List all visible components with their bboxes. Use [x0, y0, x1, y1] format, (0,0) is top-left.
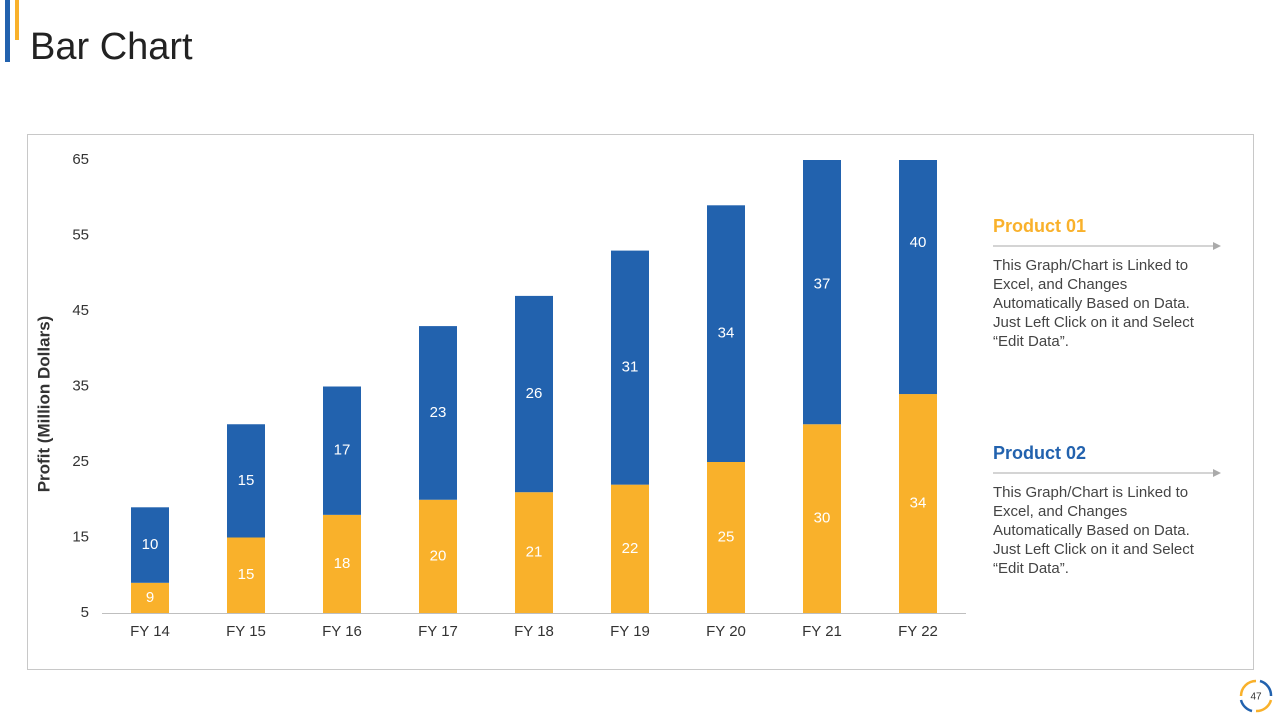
x-tick-label: FY 16 [322, 623, 362, 640]
data-label: 34 [910, 494, 927, 511]
description-line: This Graph/Chart is Linked to [993, 484, 1188, 501]
bar-segment [131, 507, 169, 583]
description-line: Excel, and Changes [993, 276, 1127, 293]
bar-segment [899, 394, 937, 613]
bars [131, 160, 937, 613]
bar-segment [227, 424, 265, 538]
description-line: Excel, and Changes [993, 503, 1127, 520]
y-tick-label: 65 [72, 151, 89, 168]
bar-segment [611, 484, 649, 613]
bar-segment [131, 582, 169, 613]
data-label: 34 [718, 325, 735, 342]
bar-segment [419, 499, 457, 613]
description-line: Automatically Based on Data. [993, 295, 1190, 312]
legend-title: Product 02 [993, 443, 1086, 463]
slide-title: Bar Chart [30, 26, 193, 68]
data-label: 37 [814, 276, 831, 293]
x-tick-label: FY 14 [130, 623, 170, 640]
description-line: “Edit Data”. [993, 333, 1069, 350]
data-label: 22 [622, 540, 639, 557]
data-label: 17 [334, 442, 351, 459]
x-tick-label: FY 21 [802, 623, 842, 640]
y-tick-label: 5 [81, 604, 89, 621]
accent-bar [5, 0, 10, 62]
description-line: Automatically Based on Data. [993, 522, 1190, 539]
data-label: 30 [814, 510, 831, 527]
y-tick-label: 35 [72, 377, 89, 394]
x-tick-label: FY 18 [514, 623, 554, 640]
y-tick-label: 15 [72, 528, 89, 545]
arrow-head [1213, 242, 1221, 250]
bar-segment [899, 160, 937, 395]
data-label: 10 [142, 536, 159, 553]
accent-bar [15, 0, 19, 40]
x-tick-label: FY 20 [706, 623, 746, 640]
x-tick-label: FY 17 [418, 623, 458, 640]
data-label: 15 [238, 566, 255, 583]
data-label: 26 [526, 385, 543, 402]
data-label: 9 [146, 589, 154, 606]
y-tick-label: 45 [72, 302, 89, 319]
description-line: This Graph/Chart is Linked to [993, 257, 1188, 274]
description-line: Just Left Click on it and Select [993, 314, 1195, 331]
y-axis-label: Profit (Million Dollars) [34, 316, 53, 493]
bar-segment [803, 424, 841, 613]
bar-segment [707, 462, 745, 613]
bar-segment [227, 537, 265, 613]
data-label: 40 [910, 234, 927, 251]
bar-segment [611, 250, 649, 485]
data-label: 23 [430, 404, 447, 421]
x-tick-label: FY 22 [898, 623, 938, 640]
data-label: 31 [622, 359, 639, 376]
data-label: 20 [430, 547, 447, 564]
bar-segment [803, 160, 841, 425]
bar-segment [419, 326, 457, 500]
bar-segment [515, 492, 553, 613]
data-label: 15 [238, 472, 255, 489]
y-tick-label: 55 [72, 226, 89, 243]
y-tick-label: 25 [72, 453, 89, 470]
description-line: Just Left Click on it and Select [993, 541, 1195, 558]
chart-frame [27, 134, 1254, 670]
x-tick-label: FY 19 [610, 623, 650, 640]
x-tick-label: FY 15 [226, 623, 266, 640]
bar-segment [323, 514, 361, 613]
page-number: 47 [1250, 692, 1262, 703]
legend-title: Product 01 [993, 216, 1086, 236]
bar-segment [707, 205, 745, 463]
arrow-head [1213, 469, 1221, 477]
page-icon [1239, 679, 1273, 713]
bar-segment [515, 295, 553, 493]
description-line: “Edit Data”. [993, 560, 1069, 577]
data-label: 18 [334, 555, 351, 572]
data-label: 25 [718, 528, 735, 545]
bar-segment [323, 386, 361, 515]
data-label: 21 [526, 544, 543, 561]
